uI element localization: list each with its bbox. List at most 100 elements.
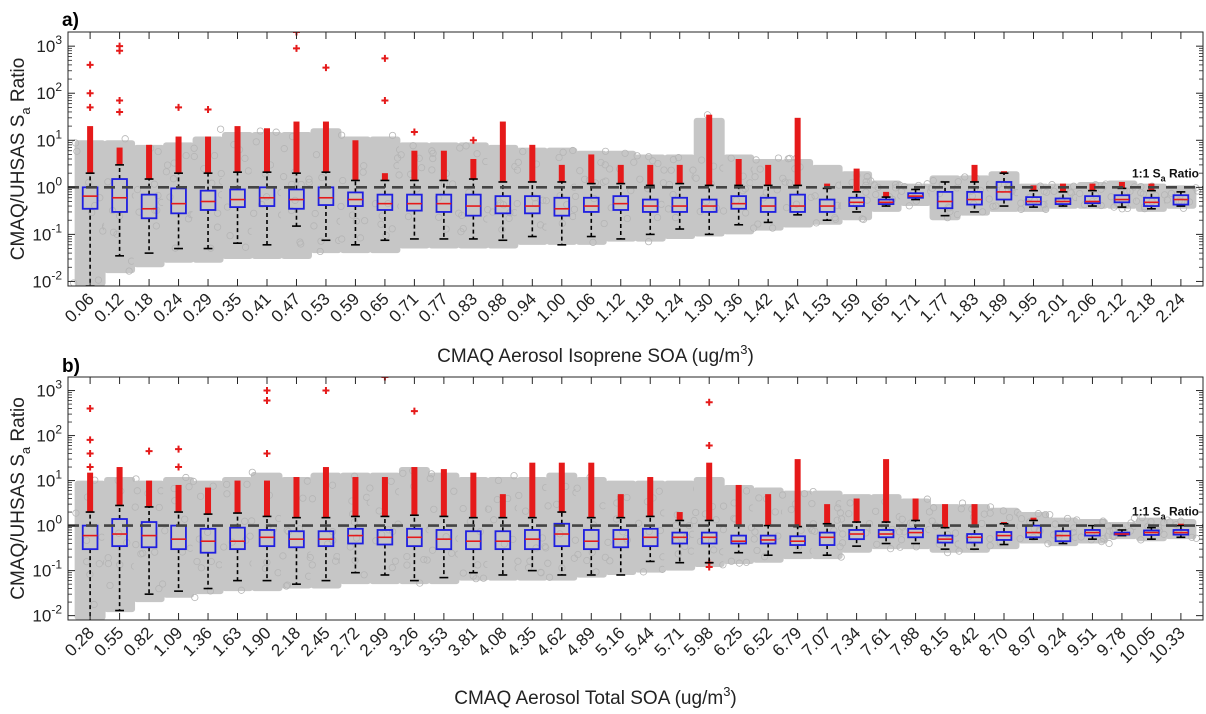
data-point — [94, 276, 103, 284]
data-point — [752, 156, 760, 164]
box-iqr — [966, 533, 983, 544]
data-cloud-band — [280, 477, 312, 589]
data-point — [604, 538, 612, 546]
data-cloud-band — [192, 480, 224, 595]
data-point — [792, 200, 801, 208]
outliers-1.63 — [234, 480, 241, 514]
y-tick-label: 100 — [36, 513, 62, 536]
outlier-marker — [322, 387, 330, 395]
data-point — [404, 212, 413, 221]
data-point — [328, 481, 337, 489]
data-point — [242, 536, 250, 544]
box-1.95 — [1025, 189, 1042, 208]
data-point — [928, 517, 936, 525]
outliers-0.24 — [175, 103, 183, 174]
data-point — [428, 147, 436, 155]
data-point — [794, 543, 803, 551]
data-point — [220, 543, 228, 551]
data-cloud-2.24 — [1161, 184, 1201, 212]
box-0.59 — [347, 179, 364, 246]
data-point — [459, 504, 467, 513]
x-axis-title: CMAQ Aerosol Total SOA (ug/m3) — [454, 684, 737, 709]
data-point — [378, 212, 386, 220]
data-point — [574, 550, 582, 559]
outliers-1.36 — [735, 159, 742, 186]
data-point — [769, 224, 777, 232]
outlier-column — [1089, 183, 1096, 191]
data-point — [583, 556, 591, 565]
box-3.53 — [435, 515, 453, 579]
outlier-column — [175, 484, 182, 513]
x-tick-label: 3.81 — [444, 623, 481, 660]
outlier-column — [470, 472, 477, 518]
data-point — [779, 174, 787, 182]
data-point — [223, 490, 231, 498]
data-point — [986, 509, 994, 517]
x-tick-label: 1.59 — [828, 289, 865, 326]
data-point — [427, 470, 436, 478]
data-point — [836, 543, 844, 551]
data-point — [197, 492, 205, 500]
x-tick-label: 2.01 — [1034, 289, 1071, 326]
data-point — [139, 549, 147, 557]
box-2.45 — [317, 516, 335, 582]
data-point — [72, 509, 80, 517]
data-point — [873, 540, 881, 548]
box-0.06 — [81, 172, 99, 286]
data-point — [573, 484, 581, 492]
data-point — [630, 158, 638, 166]
x-tick-label: 3.53 — [415, 623, 452, 660]
data-point — [242, 243, 250, 251]
data-point — [337, 202, 345, 211]
data-point — [151, 206, 159, 214]
y-axis-title: CMAQ/UHSAS Sa Ratio — [8, 397, 33, 600]
data-point — [576, 167, 584, 175]
outliers-3.26 — [410, 407, 418, 516]
outliers-0.53 — [322, 64, 330, 173]
data-cloud-0.06 — [70, 139, 110, 286]
box-1.65 — [877, 196, 895, 207]
data-point — [727, 154, 735, 162]
x-tick-label: 1.65 — [857, 289, 894, 326]
data-point — [612, 515, 621, 523]
outliers-0.18 — [146, 144, 153, 180]
outliers-5.16 — [617, 494, 624, 518]
data-point — [505, 214, 513, 222]
data-point — [930, 504, 938, 512]
data-point — [228, 538, 236, 546]
data-point — [243, 480, 251, 488]
data-point — [1104, 522, 1112, 530]
data-point — [735, 559, 744, 567]
data-point — [905, 202, 913, 210]
outlier-column — [735, 484, 742, 526]
data-point — [537, 568, 545, 576]
box-1.90 — [258, 515, 276, 582]
box-iqr — [111, 518, 128, 548]
outlier-column — [1177, 523, 1184, 526]
data-point — [719, 502, 728, 510]
data-point — [420, 555, 428, 564]
outliers-1.36 — [205, 487, 212, 515]
x-tick-label: 1.09 — [150, 623, 187, 660]
outlier-column — [352, 140, 359, 181]
data-point — [361, 217, 369, 225]
data-point — [95, 560, 103, 568]
outlier-marker — [410, 128, 418, 136]
box-8.97 — [1025, 519, 1042, 540]
x-tick-label: 1.12 — [592, 289, 629, 326]
data-point — [214, 209, 222, 217]
data-point — [435, 213, 443, 221]
data-point — [155, 503, 163, 512]
data-point — [1077, 533, 1085, 541]
outlier-marker — [116, 97, 124, 105]
y-tick-label: 10-1 — [32, 558, 62, 581]
panel-label: b) — [62, 356, 80, 377]
outliers-0.28 — [86, 404, 94, 513]
data-point — [667, 166, 675, 174]
data-point — [639, 568, 648, 576]
outliers-7.88 — [912, 498, 919, 521]
data-point — [83, 558, 91, 566]
outliers-0.83 — [469, 136, 477, 180]
data-point — [542, 544, 550, 552]
data-point — [403, 561, 411, 569]
